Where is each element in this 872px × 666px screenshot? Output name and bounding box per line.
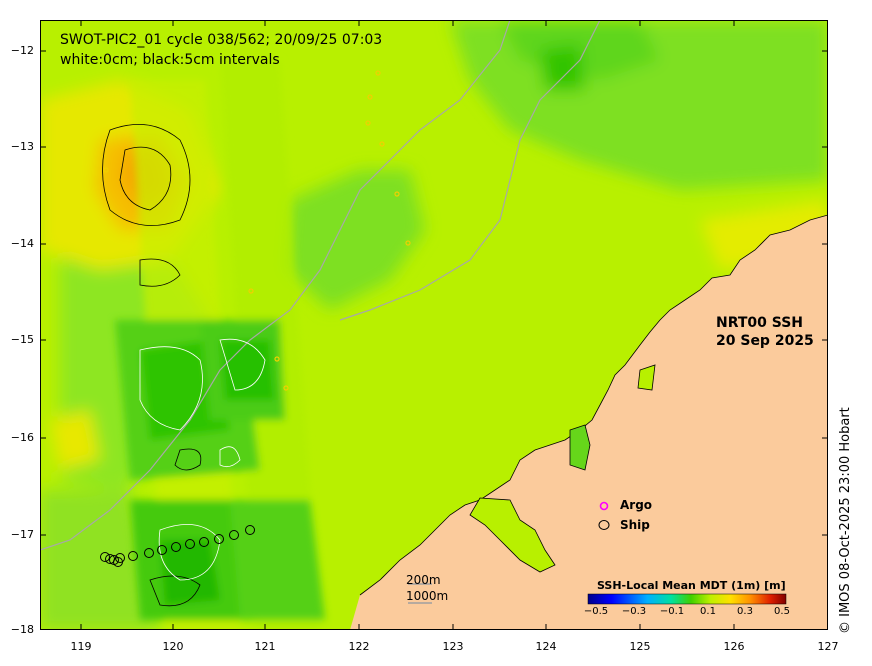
y-tick-label: −14	[10, 237, 34, 250]
x-tick-label: 124	[535, 640, 557, 653]
x-tick-label: 127	[817, 640, 839, 653]
colorbar-tick: 0.5	[774, 606, 790, 617]
bathymetry-contours	[40, 20, 601, 551]
ssh-contours-black	[102, 124, 202, 607]
x-tick-label: 120	[162, 640, 184, 653]
colorbar-tick: −0.1	[659, 606, 685, 617]
legend-argo-label: Argo	[620, 498, 653, 512]
coastline	[359, 214, 828, 596]
map-title: SWOT-PIC2_01 cycle 038/562; 20/09/25 07:…	[60, 32, 383, 48]
colorbar-tick: −0.3	[621, 606, 647, 617]
x-tick-label: 126	[723, 640, 745, 653]
product-label: NRT00 SSH 20 Sep 2025	[716, 314, 814, 350]
product-name: NRT00 SSH	[716, 315, 804, 331]
colorbar-tick: −0.5	[583, 606, 609, 617]
axis-frame	[40, 20, 828, 630]
y-tick-label: −12	[10, 44, 34, 57]
x-tick-label: 119	[70, 640, 92, 653]
swot-swath	[115, 60, 325, 630]
contour-200-label: 200m	[406, 573, 441, 587]
legend-ship-label: Ship	[620, 518, 650, 532]
colorbar	[587, 593, 787, 605]
y-tick-label: −18	[10, 623, 34, 636]
x-tick-label: 123	[442, 640, 464, 653]
x-tick-label: 125	[629, 640, 651, 653]
product-date: 20 Sep 2025	[716, 333, 814, 349]
ship-legend-symbol	[598, 520, 610, 530]
colorbar-title: SSH-Local Mean MDT (1m) [m]	[597, 579, 786, 592]
colorbar-tick: 0.1	[700, 606, 716, 617]
colorbar-tick: 0.3	[737, 606, 753, 617]
ship-track	[100, 525, 255, 567]
ssh-map[interactable]	[40, 20, 828, 630]
argo-legend-symbol	[599, 501, 609, 511]
argo-markers	[103, 70, 411, 391]
x-tick-label: 122	[348, 640, 370, 653]
contour-1000-label: 1000m	[406, 589, 449, 603]
map-subtitle: white:0cm; black:5cm intervals	[60, 52, 280, 68]
credit-label: © IMOS 08-Oct-2025 23:00 Hobart	[838, 407, 853, 634]
y-tick-label: −15	[10, 333, 34, 346]
y-tick-label: −17	[10, 528, 34, 541]
y-tick-label: −16	[10, 431, 34, 444]
ssh-contours-white	[139, 338, 266, 581]
y-tick-label: −13	[10, 140, 34, 153]
x-tick-label: 121	[254, 640, 276, 653]
